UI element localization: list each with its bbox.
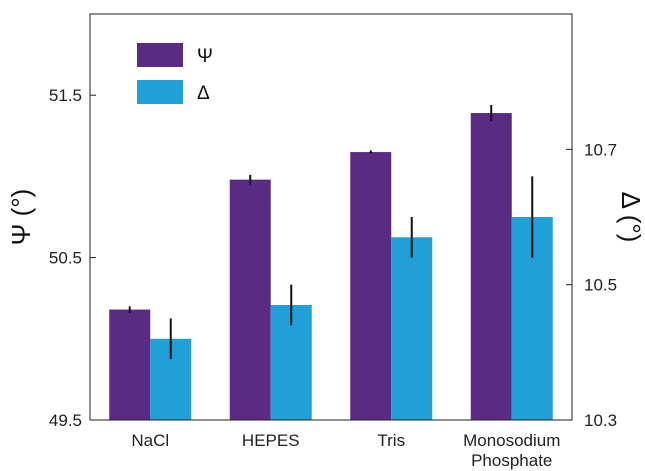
legend-label-delta: Δ [197,83,210,104]
legend-swatch-psi [137,43,183,67]
left-tick-label: 49.5 [49,411,82,430]
bars-group [109,113,553,421]
right-tick-label: 10.3 [584,411,617,430]
bar-psi-2 [350,152,392,421]
y-axis-right-title: Δ (°) [616,192,645,243]
bar-psi-1 [229,179,271,420]
bar-psi-3 [470,113,512,421]
x-tick-label: NaCl [131,431,169,450]
right-axis-ticks: 10.3 10.5 10.7 [566,140,617,430]
bar-delta-2 [391,237,433,420]
x-tick-label: Monosodium Phosphate [463,431,560,470]
x-tick-label: Tris [377,431,405,450]
left-tick-label: 51.5 [49,86,82,105]
bar-psi-0 [109,309,151,420]
x-tick-label: HEPES [242,431,300,450]
legend-label-psi: Ψ [197,46,213,67]
x-axis-labels: NaCl HEPES Tris Monosodium Phosphate [131,431,560,470]
plot-frame [89,13,573,421]
error-bars-group [128,104,534,360]
y-axis-left-title: Ψ (°) [6,189,36,246]
legend: ΨΔ [137,43,213,104]
legend-swatch-delta [137,80,183,104]
right-tick-label: 10.5 [584,276,617,295]
right-tick-label: 10.7 [584,140,617,159]
left-tick-label: 50.5 [49,249,82,268]
left-axis-ticks: 49.5 50.5 51.5 [49,86,96,430]
